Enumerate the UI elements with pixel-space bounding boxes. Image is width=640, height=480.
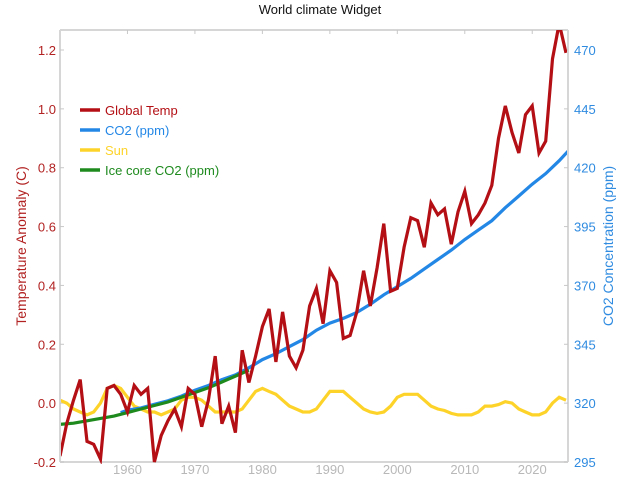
legend-label-ice-core-co2-ppm: Ice core CO2 (ppm): [105, 163, 219, 178]
x-tick-label: 1970: [180, 462, 209, 477]
right-tick-label: 320: [574, 396, 596, 411]
left-axis-label: Temperature Anomaly (C): [13, 166, 29, 326]
x-tick-label: 2020: [518, 462, 547, 477]
legend-label-co2-ppm: CO2 (ppm): [105, 123, 169, 138]
left-tick-label: 1.2: [38, 43, 56, 58]
x-tick-label: 1990: [315, 462, 344, 477]
series-line-co2-ppm: [120, 150, 567, 415]
right-tick-label: 420: [574, 161, 596, 176]
right-axis-ticks: 295 320 345 370 395 420 445 470: [564, 43, 596, 470]
left-tick-label: 0.0: [38, 396, 56, 411]
x-axis-ticks: 1960 1970 1980 1990 2000 2010 2020: [113, 30, 547, 477]
x-tick-label: 1980: [248, 462, 277, 477]
left-axis-ticks: -0.2 0.0 0.2 0.4 0.6 0.8 1.0 1.2: [34, 43, 64, 470]
right-axis-label: CO2 Concentration (ppm): [600, 166, 616, 326]
x-tick-label: 2010: [450, 462, 479, 477]
left-tick-label: -0.2: [34, 455, 56, 470]
left-tick-label: 0.8: [38, 161, 56, 176]
right-tick-label: 345: [574, 337, 596, 352]
series-line-sun: [61, 383, 567, 417]
legend-label-sun: Sun: [105, 143, 128, 158]
right-tick-label: 445: [574, 102, 596, 117]
plot-frame: [59, 29, 569, 463]
series-line-global-temp: [61, 30, 567, 464]
left-tick-label: 0.2: [38, 337, 56, 352]
right-tick-label: 470: [574, 43, 596, 58]
legend-label-global-temp: Global Temp: [105, 103, 178, 118]
right-tick-label: 370: [574, 278, 596, 293]
chart-title: World climate Widget: [259, 2, 382, 17]
right-tick-label: 295: [574, 455, 596, 470]
left-tick-label: 0.4: [38, 278, 56, 293]
series-layer: [61, 30, 567, 464]
right-tick-label: 395: [574, 220, 596, 235]
legend: Global Temp CO2 (ppm) Sun Ice core CO2 (ppm…: [80, 103, 219, 178]
x-tick-label: 1960: [113, 462, 142, 477]
x-tick-label: 2000: [383, 462, 412, 477]
left-tick-label: 1.0: [38, 102, 56, 117]
left-tick-label: 0.6: [38, 220, 56, 235]
